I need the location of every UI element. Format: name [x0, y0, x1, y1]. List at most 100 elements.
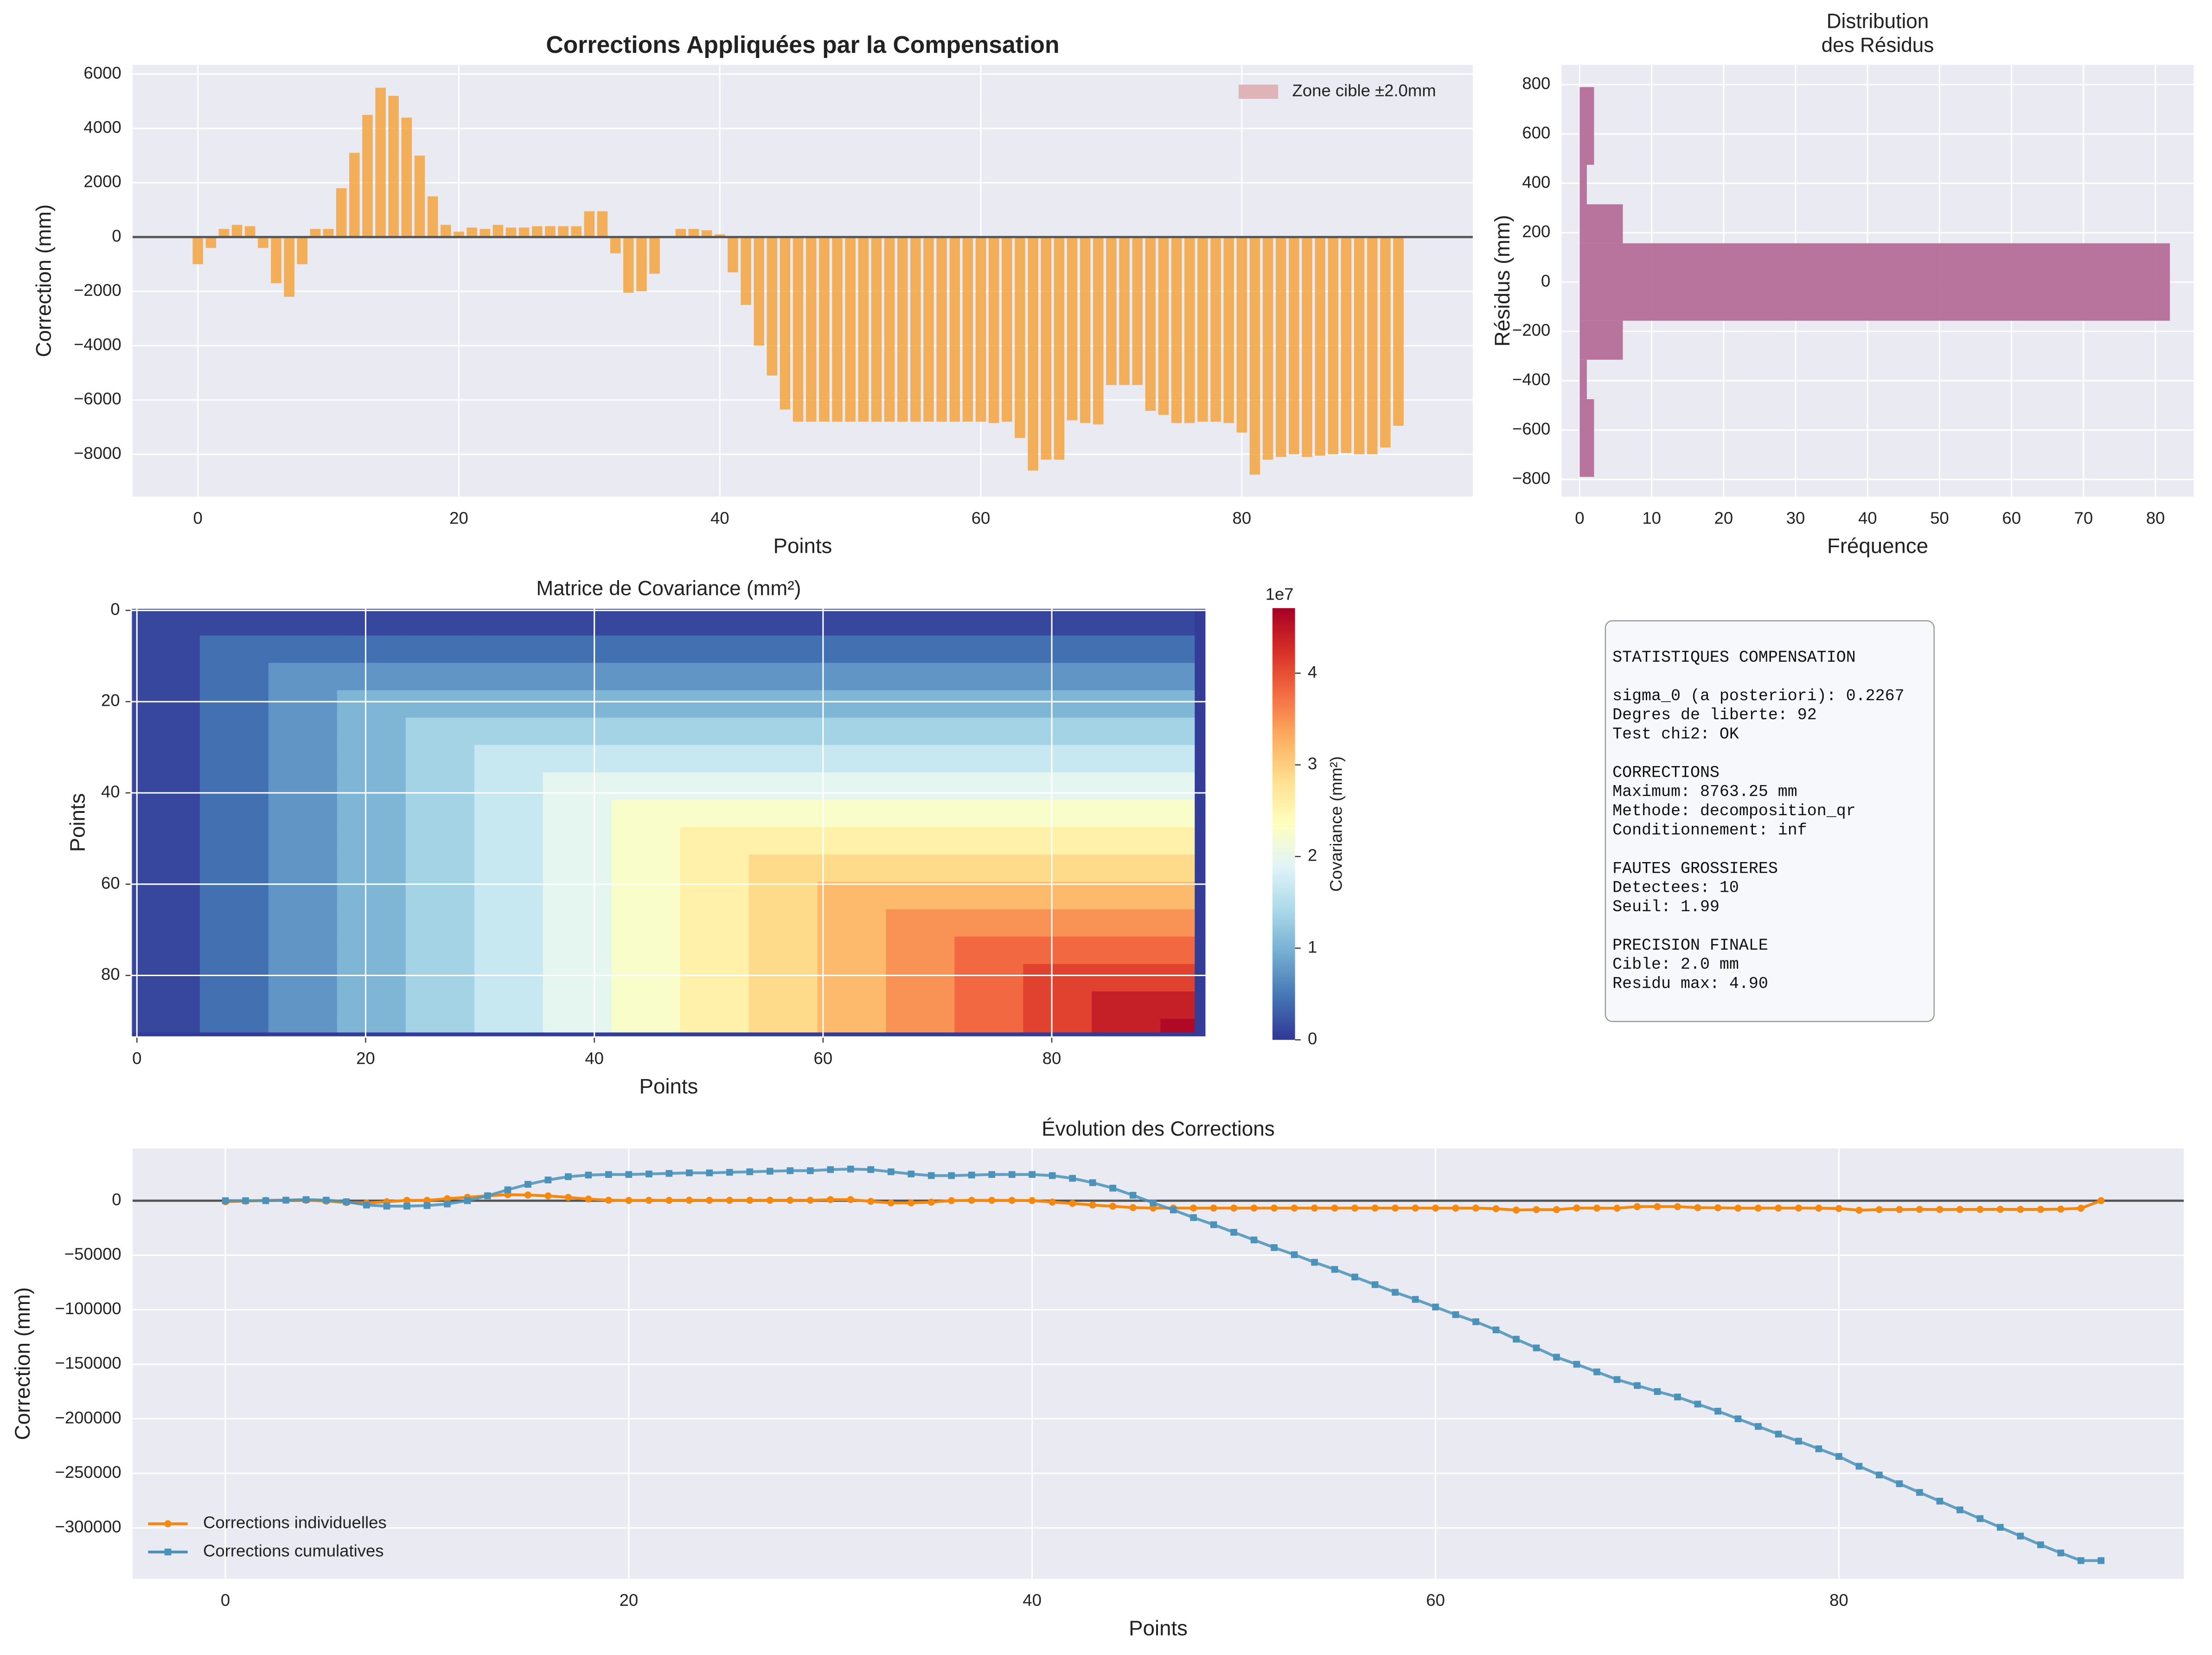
- y-tick-label: 400: [1522, 173, 1550, 192]
- point-marker: [544, 1192, 552, 1200]
- point-marker: [564, 1194, 572, 1201]
- point-marker: [1109, 1202, 1117, 1210]
- heatmap-cell: [954, 745, 1024, 773]
- heatmap-cell: [1023, 936, 1093, 965]
- bar: [897, 237, 908, 422]
- heatmap-cell: [1195, 991, 1207, 1019]
- bar: [962, 237, 973, 422]
- heatmap-cell: [474, 1018, 543, 1033]
- chart-title: Matrice de Covariance (mm²): [536, 577, 801, 600]
- bar: [1341, 237, 1352, 453]
- point-marker: [1452, 1204, 1459, 1212]
- bar: [467, 227, 477, 237]
- heatmap-cell: [611, 827, 681, 855]
- point-marker: [504, 1186, 511, 1194]
- stats-line: Methode: decomposition_qr: [1612, 802, 1856, 820]
- heatmap-cell: [268, 882, 338, 910]
- bar: [701, 230, 712, 237]
- heatmap-cell: [1195, 799, 1207, 828]
- bar: [1302, 237, 1312, 457]
- heatmap-cell: [748, 663, 818, 691]
- heatmap-cell: [199, 799, 269, 828]
- bar: [636, 237, 647, 292]
- bar: [479, 229, 490, 237]
- bar: [1002, 237, 1012, 422]
- point-marker: [1533, 1344, 1540, 1352]
- point-marker: [242, 1197, 249, 1204]
- bar: [741, 237, 751, 305]
- heatmap-cell: [817, 936, 887, 965]
- point-marker: [1996, 1206, 2004, 1213]
- heatmap-cell: [748, 690, 818, 718]
- point-marker: [1331, 1266, 1338, 1273]
- heatmap-cell: [1092, 1032, 1161, 1038]
- point-marker: [1674, 1203, 1681, 1210]
- point-marker: [1432, 1204, 1439, 1212]
- bar: [1080, 237, 1091, 423]
- point-marker: [1311, 1204, 1318, 1212]
- heatmap-cell: [1160, 882, 1196, 910]
- point-marker: [665, 1196, 673, 1204]
- heatmap-cell: [1195, 772, 1207, 800]
- bar: [1171, 237, 1182, 423]
- heatmap-cell: [543, 909, 612, 937]
- point-marker: [484, 1192, 491, 1199]
- point-marker: [908, 1170, 915, 1177]
- bar: [728, 237, 738, 273]
- bar: [218, 229, 230, 237]
- heatmap-cell: [337, 909, 406, 937]
- legend-label: Corrections individuelles: [203, 1513, 387, 1532]
- heatmap-cell: [817, 909, 887, 937]
- bar: [532, 226, 543, 237]
- stats-line: Seuil: 1.99: [1612, 898, 1720, 916]
- heatmap-cell: [199, 991, 269, 1019]
- point-marker: [222, 1197, 229, 1204]
- heatmap-cell: [817, 799, 887, 828]
- heatmap-cell: [405, 854, 475, 882]
- bar: [492, 224, 504, 237]
- heatmap-cell: [268, 608, 338, 636]
- heatmap-cell: [405, 663, 475, 691]
- bar: [244, 226, 256, 237]
- point-marker: [766, 1196, 774, 1204]
- point-marker: [1351, 1204, 1359, 1212]
- x-tick-label: 0: [132, 1049, 141, 1068]
- x-axis-label: Points: [639, 1074, 698, 1098]
- heatmap-cell: [268, 745, 338, 773]
- heatmap-cell: [954, 909, 1024, 937]
- heatmap-cell: [1092, 663, 1161, 691]
- legend-label: Corrections cumulatives: [203, 1541, 384, 1560]
- heatmap-cell: [199, 690, 269, 718]
- heatmap-cell: [1160, 854, 1196, 882]
- heatmap-cell: [954, 964, 1024, 992]
- heatmap-cell: [337, 1018, 406, 1033]
- heatmap-cell: [1092, 608, 1161, 636]
- chart-title: Distribution: [1827, 10, 1929, 32]
- point-marker: [1029, 1171, 1036, 1178]
- heatmap-cell: [748, 799, 818, 828]
- heatmap-cell: [611, 854, 681, 882]
- point-marker: [1048, 1198, 1056, 1206]
- histogram-bar: [1579, 320, 1623, 360]
- bar: [1145, 237, 1156, 411]
- heatmap-cell: [1092, 690, 1161, 718]
- heatmap-cell: [405, 936, 475, 965]
- heatmap-cell: [680, 991, 749, 1019]
- series: [225, 1193, 2102, 1212]
- heatmap-cell: [886, 854, 955, 882]
- stats-line: Conditionnement: inf: [1612, 821, 1807, 840]
- x-axis-label: Points: [1129, 1616, 1188, 1640]
- y-tick-label: 0: [112, 1190, 121, 1209]
- heatmap-cell: [199, 909, 269, 937]
- bar: [1158, 237, 1169, 415]
- bar: [1132, 237, 1143, 385]
- heatmap-cell: [886, 827, 955, 855]
- heatmap-cell: [1092, 1018, 1161, 1033]
- heatmap-cell: [611, 1032, 681, 1038]
- heatmap-cell: [131, 745, 200, 773]
- histogram-bar: [1579, 359, 1587, 399]
- point-marker: [2037, 1541, 2044, 1548]
- point-marker: [1190, 1214, 1197, 1221]
- point-marker: [1069, 1200, 1076, 1207]
- heatmap-cell: [817, 1018, 887, 1033]
